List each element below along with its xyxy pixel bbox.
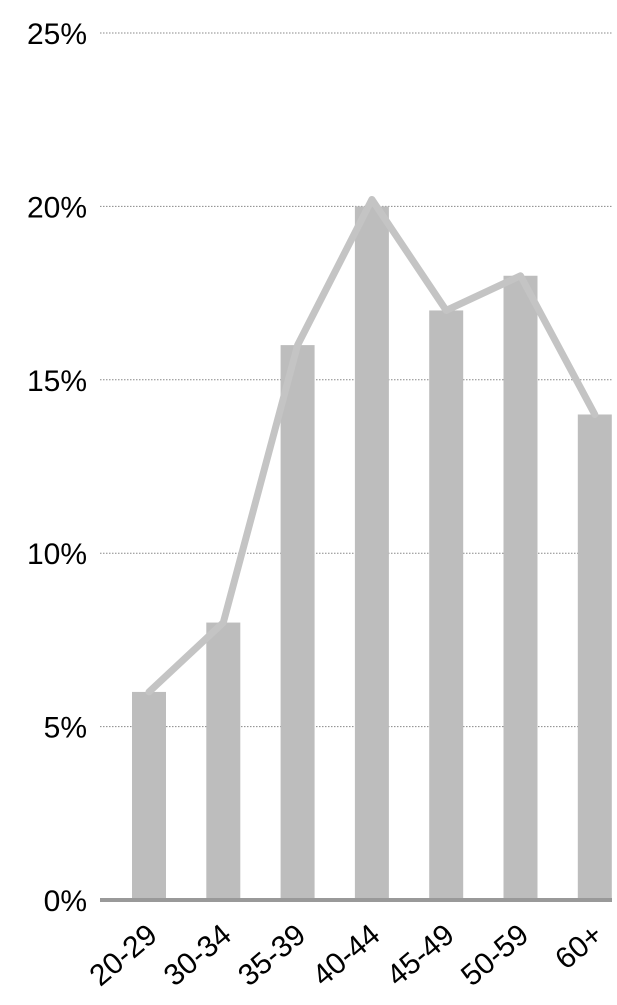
y-tick-label: 5% [44,712,87,745]
trend-line-layer [145,195,599,696]
x-tick-label: 20-29 [84,918,164,993]
y-tick-label: 15% [27,365,87,398]
bar-45-49 [429,310,464,900]
x-tick-label: 30-34 [158,918,238,993]
bar-50-59 [503,275,538,900]
x-tick-label: 35-39 [232,918,312,993]
x-tick-label: 60+ [549,918,609,976]
x-tick-label: 40-44 [306,918,386,993]
bar-35-39 [280,345,315,900]
bar-60+ [577,414,612,900]
bar-20-29 [132,691,166,900]
bar-30-34 [206,622,241,900]
y-tick-label: 0% [44,885,87,918]
bars [132,206,612,900]
x-tick-label: 50-59 [455,918,535,993]
y-axis-tick-labels: 0% 5% 10% 15% 20% 25% [27,18,87,918]
y-tick-label: 25% [27,18,87,51]
bar-40-44 [354,206,389,900]
trend-line [145,195,599,696]
x-tick-label: 45-49 [381,918,461,993]
y-tick-label: 20% [27,191,87,224]
y-tick-label: 10% [27,538,87,571]
